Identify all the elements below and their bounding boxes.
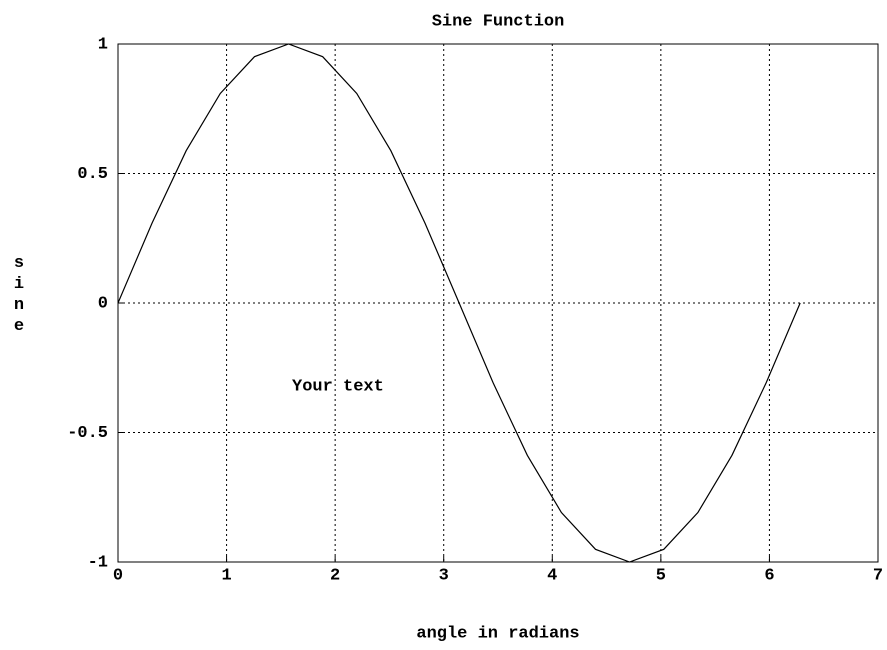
- x-tick-label: 2: [330, 566, 340, 585]
- x-tick-label: 5: [656, 566, 666, 585]
- x-tick-label: 6: [764, 566, 774, 585]
- y-tick-label: -1: [88, 553, 108, 572]
- y-axis-label: sine: [10, 254, 29, 338]
- y-tick-label: 0: [98, 294, 108, 313]
- x-tick-label: 0: [113, 566, 123, 585]
- y-tick-label: 0.5: [77, 165, 108, 184]
- y-tick-label: -0.5: [67, 424, 108, 443]
- chart-title: Sine Function: [432, 12, 565, 31]
- line: [117, 43, 801, 563]
- x-tick-label: 1: [221, 566, 231, 585]
- x-tick-label: 3: [439, 566, 449, 585]
- x-tick-label: 7: [873, 566, 883, 585]
- x-axis-label: angle in radians: [416, 624, 579, 643]
- x-tick-label: 4: [547, 566, 557, 585]
- y-tick-label: 1: [98, 35, 108, 54]
- annotation: Your text: [292, 377, 384, 396]
